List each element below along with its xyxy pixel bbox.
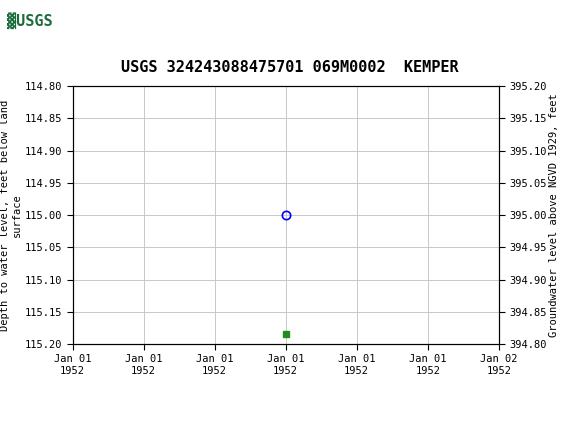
Y-axis label: Groundwater level above NGVD 1929, feet: Groundwater level above NGVD 1929, feet — [549, 93, 560, 337]
Text: ≋USGS: ≋USGS — [3, 12, 74, 29]
Y-axis label: Depth to water level, feet below land
surface: Depth to water level, feet below land su… — [0, 99, 22, 331]
Text: ▓USGS: ▓USGS — [7, 12, 53, 29]
Text: USGS 324243088475701 069M0002  KEMPER: USGS 324243088475701 069M0002 KEMPER — [121, 60, 459, 75]
Bar — [3, 3, 70, 37]
FancyBboxPatch shape — [3, 3, 61, 37]
